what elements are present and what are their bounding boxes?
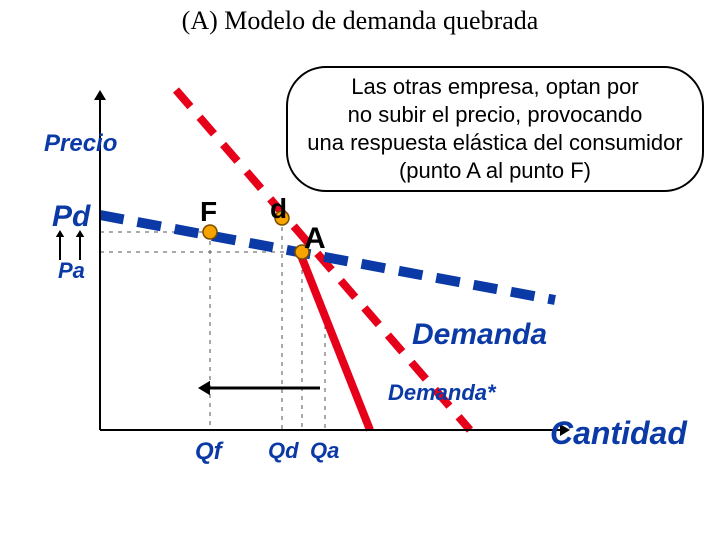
pd-label: Pd xyxy=(52,200,90,234)
qa-label: Qa xyxy=(310,438,339,464)
point-a-label: A xyxy=(304,222,326,256)
y-axis-label: Precio xyxy=(44,130,117,158)
point-f-label: F xyxy=(200,196,217,228)
kinked-demand-diagram xyxy=(0,0,720,540)
qd-label: Qd xyxy=(268,438,299,464)
stage: (A) Modelo de demanda quebrada Las otras… xyxy=(0,0,720,540)
qf-label: Qf xyxy=(195,438,222,466)
pa-label: Pa xyxy=(58,258,85,284)
demanda-label: Demanda xyxy=(412,318,547,352)
cantidad-label: Cantidad xyxy=(550,415,687,452)
point-d-label: d xyxy=(270,193,287,225)
demanda-star-label: Demanda* xyxy=(388,380,496,406)
